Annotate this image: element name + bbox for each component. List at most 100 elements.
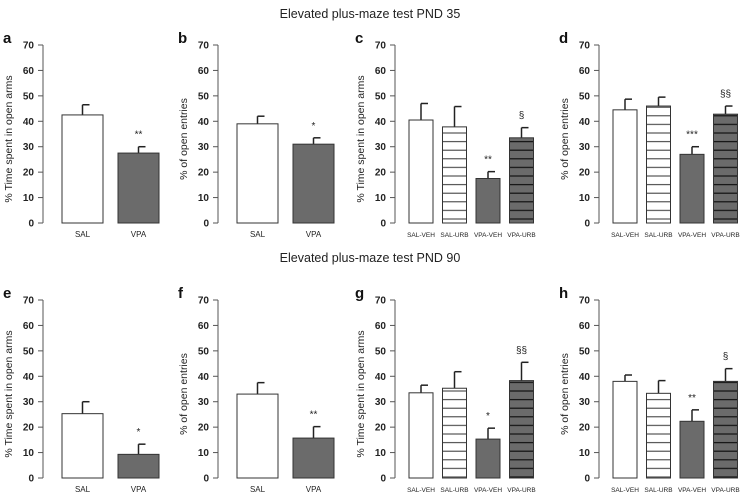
y-tick-label: 20 <box>198 423 210 434</box>
y-tick-label: 50 <box>579 346 591 357</box>
y-axis-label: % of open entries <box>178 353 190 435</box>
significance-marker: §§ <box>516 345 527 356</box>
bar-sal <box>61 114 104 224</box>
x-category-label: VPA-VEH <box>678 232 706 239</box>
y-tick-label: 50 <box>23 346 35 357</box>
y-tick-label: 50 <box>375 91 387 102</box>
panel-letter: c <box>355 30 363 47</box>
x-category-label: VPA-VEH <box>474 232 502 239</box>
x-category-label: SAL-URB <box>644 487 672 492</box>
y-tick-label: 20 <box>198 168 210 179</box>
bar-vpa <box>117 453 160 479</box>
significance-marker: * <box>312 121 316 132</box>
panel-c: c 0 10 20 30 40 50 60 70 % Time spent in open arm… <box>355 30 536 239</box>
y-tick-label: 30 <box>23 397 35 408</box>
y-tick-label: 70 <box>375 296 387 307</box>
bar-vpa <box>292 437 335 479</box>
bar-vpa-urb <box>713 380 738 479</box>
x-category-label: SAL <box>250 485 266 492</box>
y-tick-label: 10 <box>23 193 35 204</box>
y-axis-label: % of open entries <box>178 98 190 180</box>
bar-vpa-veh <box>679 420 705 479</box>
y-tick-label: 0 <box>380 219 386 230</box>
panel-f: f 0 10 20 30 40 50 60 70 % of open entries SAL VPA *… <box>178 285 335 492</box>
y-tick-label: 60 <box>23 321 35 332</box>
y-tick-label: 20 <box>23 423 35 434</box>
bar-sal-veh <box>408 119 434 224</box>
panel-letter: e <box>3 285 11 302</box>
x-category-label: SAL-URB <box>440 232 468 239</box>
x-category-label: VPA-URB <box>711 487 739 492</box>
significance-marker: §§ <box>720 89 731 100</box>
y-tick-label: 60 <box>375 66 387 77</box>
y-tick-label: 40 <box>375 117 387 128</box>
bar-vpa-veh <box>475 178 501 224</box>
bar-vpa-veh <box>475 438 501 479</box>
y-tick-label: 0 <box>584 219 590 230</box>
y-tick-label: 70 <box>198 41 210 52</box>
x-category-label: VPA-URB <box>711 232 739 239</box>
y-tick-label: 0 <box>28 474 34 485</box>
figure-title-pnd35: Elevated plus-maze test PND 35 <box>280 7 461 21</box>
y-tick-label: 10 <box>375 193 387 204</box>
y-tick-label: 30 <box>23 142 35 153</box>
y-tick-label: 20 <box>375 423 387 434</box>
bar-vpa-urb <box>509 380 534 479</box>
x-category-label: SAL-VEH <box>611 487 639 492</box>
significance-marker: *** <box>686 130 698 141</box>
bar-sal-urb <box>646 392 671 479</box>
x-category-label: VPA <box>131 230 147 239</box>
y-tick-label: 60 <box>198 321 210 332</box>
significance-marker: ** <box>310 410 318 421</box>
x-category-label: VPA-URB <box>507 232 535 239</box>
y-axis-label: % Time spent in open arms <box>3 75 15 202</box>
bar-sal-urb <box>442 387 467 479</box>
y-tick-label: 70 <box>198 296 210 307</box>
y-tick-label: 60 <box>579 321 591 332</box>
panel-h: h 0 10 20 30 40 50 60 70 % of open entries SAL-VEH… <box>559 285 740 492</box>
y-tick-label: 20 <box>23 168 35 179</box>
y-tick-label: 20 <box>579 168 591 179</box>
significance-marker: § <box>519 111 525 122</box>
bar-vpa-urb <box>713 113 738 224</box>
y-tick-label: 30 <box>375 142 387 153</box>
bar-sal <box>236 393 279 479</box>
y-tick-label: 10 <box>579 193 591 204</box>
x-category-label: VPA-VEH <box>474 487 502 492</box>
y-tick-label: 60 <box>579 66 591 77</box>
y-axis-label: % Time spent in open arms <box>355 330 367 457</box>
x-category-label: VPA <box>131 485 147 492</box>
y-tick-label: 40 <box>579 117 591 128</box>
panel-d: d 0 10 20 30 40 50 60 70 % of open entries SAL-VEH… <box>559 30 740 239</box>
y-tick-label: 0 <box>203 219 209 230</box>
x-category-label: SAL <box>250 230 266 239</box>
bar-vpa <box>292 143 335 224</box>
bar-sal <box>236 123 279 224</box>
y-tick-label: 60 <box>198 66 210 77</box>
significance-marker: * <box>486 411 490 422</box>
y-tick-label: 60 <box>375 321 387 332</box>
y-tick-label: 20 <box>375 168 387 179</box>
bar-sal-urb <box>646 105 671 224</box>
y-tick-label: 0 <box>584 474 590 485</box>
panel-e: e 0 10 20 30 40 50 60 70 % Time spent in open arm… <box>3 285 160 492</box>
y-axis-label: % of open entries <box>559 98 571 180</box>
panel-letter: f <box>178 285 184 302</box>
y-axis-label: % of open entries <box>559 353 571 435</box>
y-tick-label: 70 <box>23 41 35 52</box>
figure-title-pnd90: Elevated plus-maze test PND 90 <box>280 251 461 265</box>
y-tick-label: 20 <box>579 423 591 434</box>
bar-vpa <box>117 152 160 224</box>
y-tick-label: 0 <box>380 474 386 485</box>
x-category-label: SAL-VEH <box>611 232 639 239</box>
y-axis-label: % Time spent in open arms <box>3 330 15 457</box>
bar-vpa-urb <box>509 137 534 224</box>
panel-letter: b <box>178 30 187 47</box>
x-category-label: SAL <box>75 230 91 239</box>
y-tick-label: 60 <box>23 66 35 77</box>
panel-a: a 0 10 20 30 40 50 60 70 % Time spent in open arm… <box>3 30 160 239</box>
y-tick-label: 30 <box>579 142 591 153</box>
bar-sal-veh <box>612 380 638 479</box>
y-tick-label: 40 <box>23 372 35 383</box>
